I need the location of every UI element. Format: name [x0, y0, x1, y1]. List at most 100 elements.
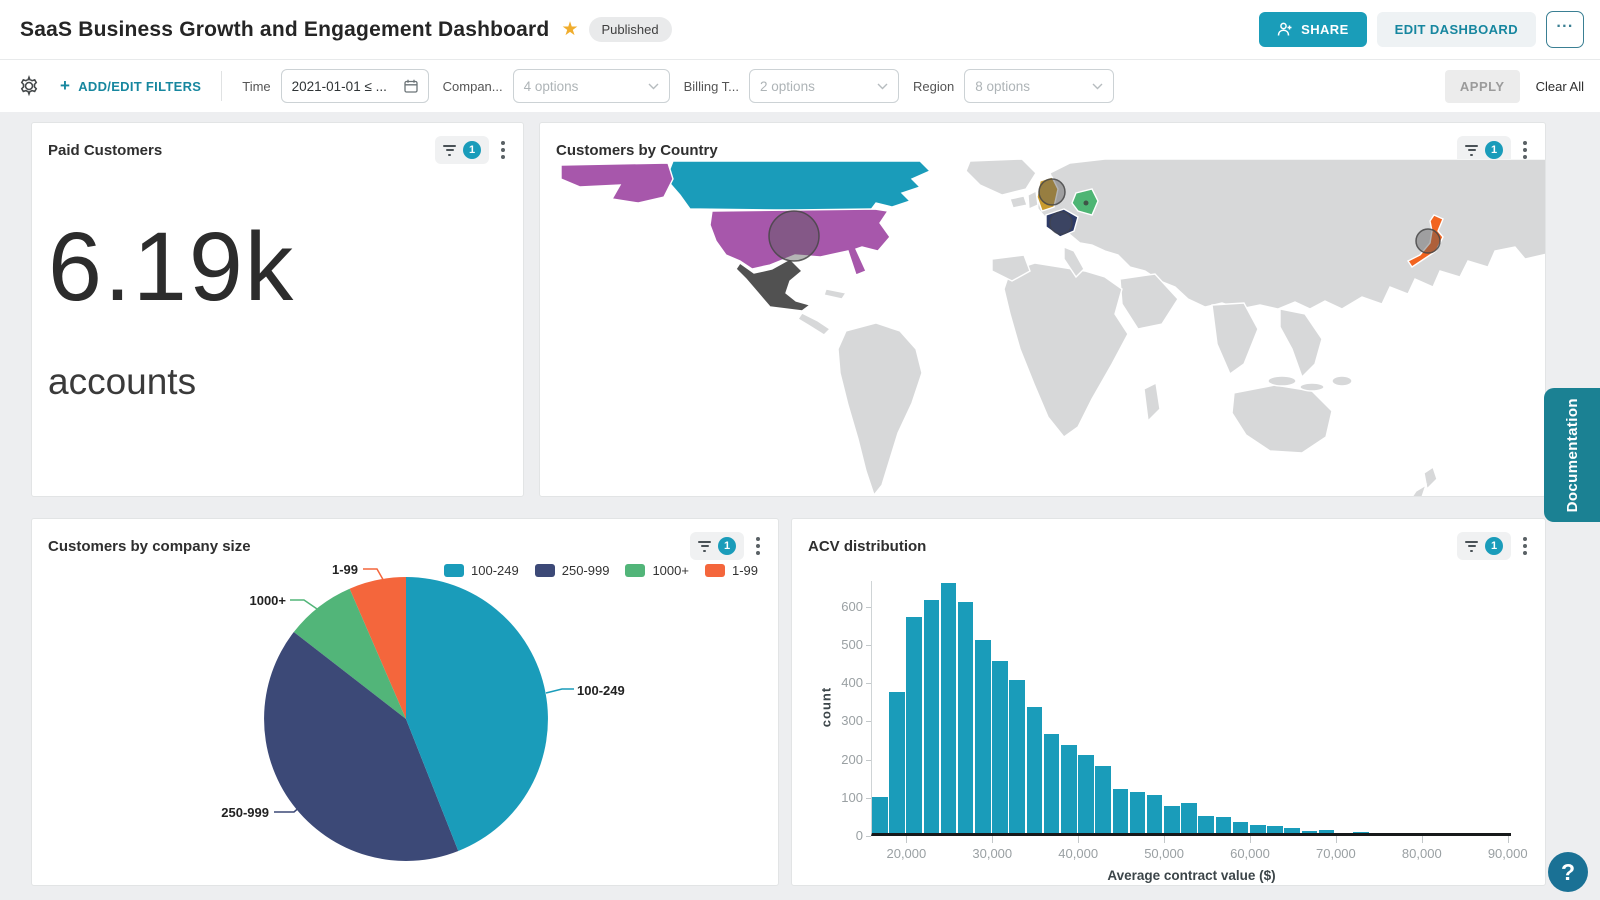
time-filter-input[interactable]: 2021-01-01 ≤ ...	[280, 69, 429, 103]
histogram-bar[interactable]	[1284, 828, 1300, 833]
kebab-menu-button[interactable]	[750, 532, 766, 560]
filter-group-billing: Billing T... 2 options	[684, 69, 900, 103]
x-tick-mark	[1249, 836, 1251, 843]
map-se-asia	[1279, 308, 1323, 379]
y-tick-mark	[866, 836, 871, 837]
world-map[interactable]	[540, 159, 1546, 497]
favorite-star-icon[interactable]: ★	[561, 19, 579, 40]
map-usa[interactable]	[709, 208, 891, 276]
kebab-menu-button[interactable]	[1517, 136, 1533, 164]
histogram-bar[interactable]	[1267, 826, 1283, 833]
histogram-bar[interactable]	[1232, 821, 1249, 833]
topbar-actions: SHARE EDIT DASHBOARD ···	[1259, 11, 1584, 48]
billing-filter-select[interactable]: 2 options	[749, 69, 900, 103]
apply-button[interactable]: APPLY	[1444, 69, 1520, 103]
histogram-bar[interactable]	[906, 617, 922, 833]
y-tick-label: 400	[841, 675, 863, 691]
kebab-menu-button[interactable]	[1517, 532, 1533, 560]
pie-leader-line	[363, 568, 386, 584]
histogram-bar[interactable]	[975, 640, 991, 833]
card-controls: 1	[690, 532, 766, 560]
help-button[interactable]: ?	[1548, 852, 1588, 892]
settings-gear-icon[interactable]	[18, 75, 40, 97]
map-arabia	[1119, 273, 1179, 330]
histogram-bar[interactable]	[923, 600, 940, 833]
filter-group-company: Compan... 4 options	[443, 69, 670, 103]
histogram-bar[interactable]	[957, 602, 974, 833]
map-japan[interactable]	[1406, 214, 1444, 268]
more-options-button[interactable]: ···	[1546, 11, 1584, 48]
map-mexico[interactable]	[735, 258, 812, 312]
company-size-pie[interactable]	[32, 519, 779, 886]
pie-slice-100-249[interactable]	[406, 577, 548, 851]
histogram-bar[interactable]	[1095, 766, 1111, 833]
edit-dashboard-button[interactable]: EDIT DASHBOARD	[1376, 12, 1536, 47]
pie-leader-line	[290, 599, 321, 612]
map-uk[interactable]	[1036, 176, 1059, 212]
status-badge: Published	[588, 17, 672, 42]
kebab-menu-button[interactable]	[495, 136, 511, 164]
y-tick-label: 100	[841, 789, 863, 805]
histogram-bar[interactable]	[1146, 794, 1163, 833]
histogram-bar[interactable]	[1043, 733, 1060, 833]
pie-callout-250-999: 250-999	[221, 805, 269, 820]
filter-funnel-icon	[698, 540, 711, 552]
card-filter-button[interactable]: 1	[435, 136, 489, 164]
histogram-bar[interactable]	[1009, 680, 1025, 833]
map-alaska[interactable]	[560, 162, 674, 204]
pie-slice-1000+[interactable]	[293, 588, 406, 719]
pie-slice-250-999[interactable]	[264, 632, 459, 861]
documentation-tab[interactable]: Documentation	[1544, 388, 1600, 522]
region-filter-select[interactable]: 8 options	[964, 69, 1115, 103]
y-tick-label: 500	[841, 637, 863, 653]
card-controls: 1	[1457, 532, 1533, 560]
chevron-down-icon	[648, 83, 659, 89]
map-canada[interactable]	[665, 160, 932, 212]
pie-leader-line	[545, 688, 574, 694]
card-title: ACV distribution	[808, 537, 927, 555]
add-edit-filters-button[interactable]: + ADD/EDIT FILTERS	[60, 76, 201, 96]
legend-item-1000+[interactable]: 1000+	[625, 563, 689, 578]
y-tick-mark	[866, 683, 871, 685]
company-filter-select[interactable]: 4 options	[512, 69, 670, 103]
histogram-bar[interactable]	[1078, 754, 1094, 833]
histogram-bar[interactable]	[1061, 745, 1077, 833]
histogram-bar[interactable]	[1112, 789, 1129, 833]
histogram-bar[interactable]	[1250, 825, 1266, 833]
histogram-bar[interactable]	[872, 796, 888, 833]
legend-item-1-99[interactable]: 1-99	[704, 563, 758, 578]
clear-all-button[interactable]: Clear All	[1535, 78, 1584, 94]
x-tick-mark	[906, 836, 908, 843]
histogram-bar[interactable]	[992, 661, 1008, 833]
filter-count-badge: 1	[1485, 141, 1503, 159]
histogram-bar[interactable]	[940, 583, 957, 833]
time-filter-label: Time	[242, 78, 271, 94]
histogram-bar[interactable]	[1198, 815, 1214, 833]
filter-group-time: Time 2021-01-01 ≤ ...	[242, 69, 429, 103]
card-filter-button[interactable]: 1	[1457, 532, 1511, 560]
customers-by-country-card: Customers by Country 1	[539, 122, 1546, 497]
plus-icon: +	[60, 76, 71, 95]
legend-item-100-249[interactable]: 100-249	[444, 563, 519, 578]
map-africa	[1003, 262, 1129, 438]
add-edit-filters-label: ADD/EDIT FILTERS	[78, 78, 202, 94]
map-bubble-france	[1049, 211, 1073, 235]
legend-item-250-999[interactable]: 250-999	[534, 563, 609, 578]
histogram-bar[interactable]	[1026, 707, 1043, 833]
histogram-bar[interactable]	[1181, 803, 1197, 833]
legend-swatch	[625, 564, 646, 577]
filter-funnel-icon	[1465, 144, 1478, 156]
histogram-bar[interactable]	[1129, 792, 1146, 833]
x-tick-label: 70,000	[1316, 846, 1356, 861]
histogram-bar[interactable]	[1164, 806, 1180, 833]
histogram-bar[interactable]	[1318, 829, 1335, 833]
card-filter-button[interactable]: 1	[690, 532, 744, 560]
histogram-bar[interactable]	[889, 691, 905, 833]
pie-slice-1-99[interactable]	[349, 577, 406, 719]
histogram-bar[interactable]	[1215, 817, 1232, 833]
acv-histogram-plot[interactable]: count Average contract value ($) 0 100 200…	[819, 581, 1528, 883]
share-button[interactable]: SHARE	[1259, 12, 1367, 47]
map-bubble-germany	[1083, 200, 1089, 206]
histogram-bar[interactable]	[1301, 831, 1318, 833]
histogram-bar[interactable]	[1353, 831, 1369, 833]
